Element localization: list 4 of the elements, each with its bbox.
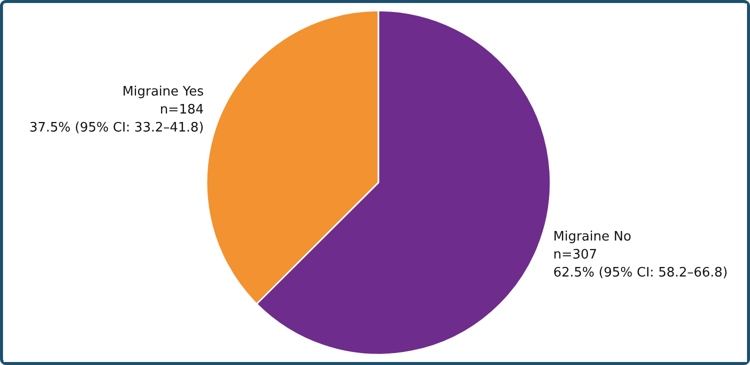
data-label: n=307 62.5% (95% CI: 58.2–66.8) [553,248,728,281]
slice-label: Migraine Yes [122,84,204,100]
data-label: n=184 37.5% (95% CI: 33.2–41.8) [29,102,204,136]
slice-label: Migraine No [553,230,632,245]
